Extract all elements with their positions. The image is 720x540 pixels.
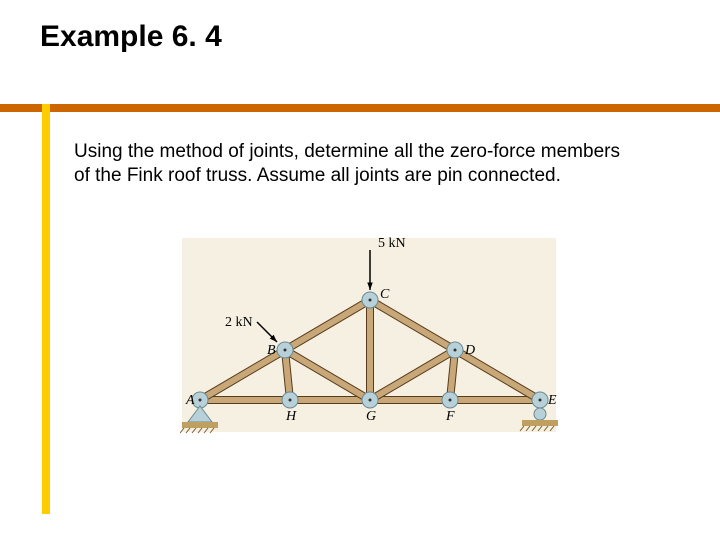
page-title: Example 6. 4 [40,20,222,54]
label-G: G [366,409,376,424]
pin-D [454,349,457,352]
title-rule-horizontal [0,104,720,112]
support-roller [534,408,546,420]
label-D: D [464,343,475,358]
label-F: F [445,409,455,424]
label-C: C [380,287,390,302]
label-H: H [285,409,297,424]
label-E: E [547,393,557,408]
member-FE [450,397,540,404]
title-rule-vertical [42,104,50,514]
pin-B [284,349,287,352]
load-label-B: 2 kN [225,315,253,330]
load-label-C: 5 kN [378,236,406,251]
pin-A [199,399,202,402]
pin-C [369,299,372,302]
pin-E [539,399,542,402]
member-AH [200,397,290,404]
pin-H [289,399,292,402]
pin-F [449,399,452,402]
label-A: A [185,393,195,408]
truss-svg: 5 kN 2 kN A H G F E B D C [180,230,558,440]
truss-figure: 5 kN 2 kN A H G F E B D C [180,230,558,440]
ground-roller [522,420,558,426]
ground-pin [182,422,218,428]
member-CG [367,300,374,400]
problem-statement: Using the method of joints, determine al… [74,140,640,188]
label-B: B [267,343,276,358]
pin-G [369,399,372,402]
slide: Example 6. 4 Using the method of joints,… [0,0,720,540]
